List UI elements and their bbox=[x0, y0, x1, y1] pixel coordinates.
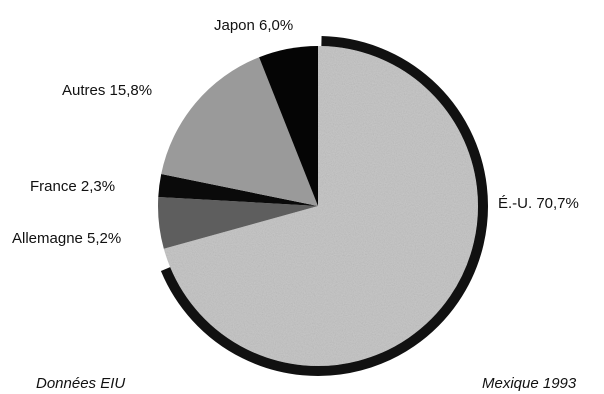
slice-label-autres: Autres 15,8% bbox=[62, 82, 152, 99]
pie-slice-allemagne bbox=[158, 196, 318, 249]
slice-label-eu: É.-U. 70,7% bbox=[498, 195, 579, 212]
pie-slices bbox=[158, 36, 488, 376]
pie-slice-eu bbox=[163, 46, 478, 366]
slice-label-allemagne: Allemagne 5,2% bbox=[12, 230, 121, 247]
pie-slice-autres bbox=[161, 57, 318, 206]
slice-label-japon: Japon 6,0% bbox=[214, 17, 293, 34]
source-note: Données EIU bbox=[36, 375, 125, 392]
pie-slice-eu-rim bbox=[160, 36, 488, 376]
pie-slice-japon bbox=[259, 46, 318, 206]
slice-label-france: France 2,3% bbox=[30, 178, 115, 195]
country-year-note: Mexique 1993 bbox=[482, 375, 577, 392]
pie-slice-france bbox=[158, 174, 318, 206]
